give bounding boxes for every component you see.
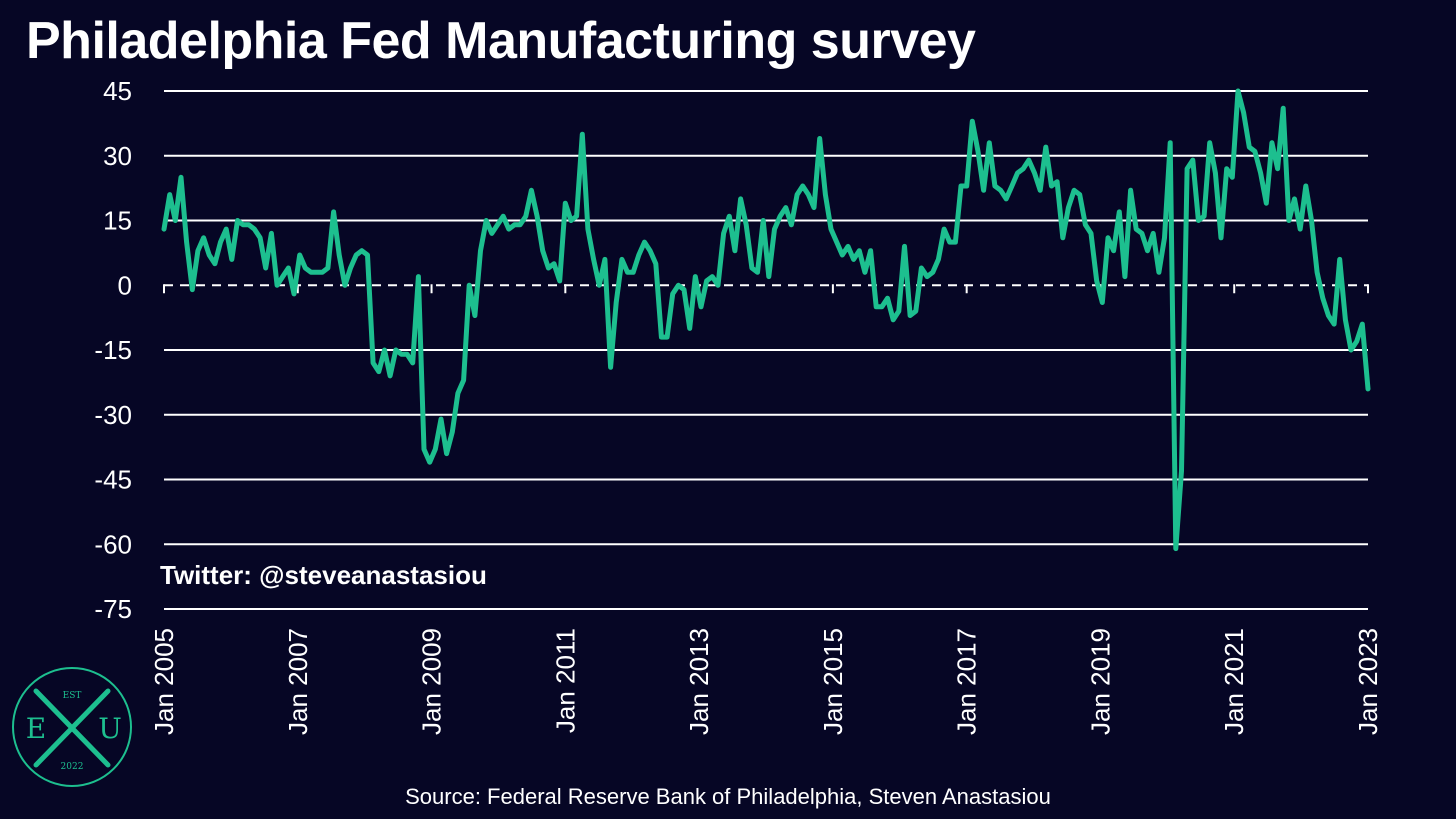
x-tick-labels: Jan 2005 Jan 2007 Jan 2009 Jan 2011 Jan 2013… [149, 628, 1383, 735]
x-tick-label: Jan 2017 [952, 628, 982, 735]
y-tick-label: -30 [94, 400, 132, 430]
y-tick-labels: 45 30 15 0 -15 -30 -45 -60 -75 [94, 76, 132, 624]
y-tick-label: -45 [94, 465, 132, 495]
x-tick-label: Jan 2009 [417, 628, 447, 735]
gridlines [163, 90, 1369, 610]
x-tick-label: Jan 2011 [550, 628, 580, 733]
logo-u-text: U [98, 712, 122, 745]
x-tick-label: Jan 2019 [1085, 628, 1115, 735]
series-layer [161, 88, 1371, 552]
x-tick-label: Jan 2015 [818, 628, 848, 735]
chart-title: Philadelphia Fed Manufacturing survey [26, 12, 976, 70]
x-tick-label: Jan 2021 [1219, 628, 1249, 735]
y-tick-label: -75 [94, 594, 132, 624]
series-line [161, 88, 1371, 552]
x-tick-label: Jan 2007 [283, 628, 313, 735]
y-tick-label: 45 [103, 76, 132, 106]
logo-est-text: EST [63, 691, 82, 701]
exu-logo-icon: EST E U 2022 [12, 667, 132, 787]
y-tick-label: -60 [94, 529, 132, 559]
logo-e-text: E [26, 712, 46, 745]
x-tick-label: Jan 2005 [149, 628, 179, 735]
x-tick-label: Jan 2023 [1353, 628, 1383, 735]
y-tick-label: 30 [103, 141, 132, 171]
y-tick-label: 0 [118, 270, 132, 300]
source-note: Source: Federal Reserve Bank of Philadel… [405, 784, 1051, 809]
y-tick-label: 15 [103, 206, 132, 236]
y-tick-label: -15 [94, 335, 132, 365]
logo-year-text: 2022 [61, 762, 84, 772]
exu-logo: EST E U 2022 [10, 665, 134, 794]
twitter-watermark: Twitter: @steveanastasiou [160, 560, 487, 590]
x-tick-label: Jan 2013 [684, 628, 714, 735]
